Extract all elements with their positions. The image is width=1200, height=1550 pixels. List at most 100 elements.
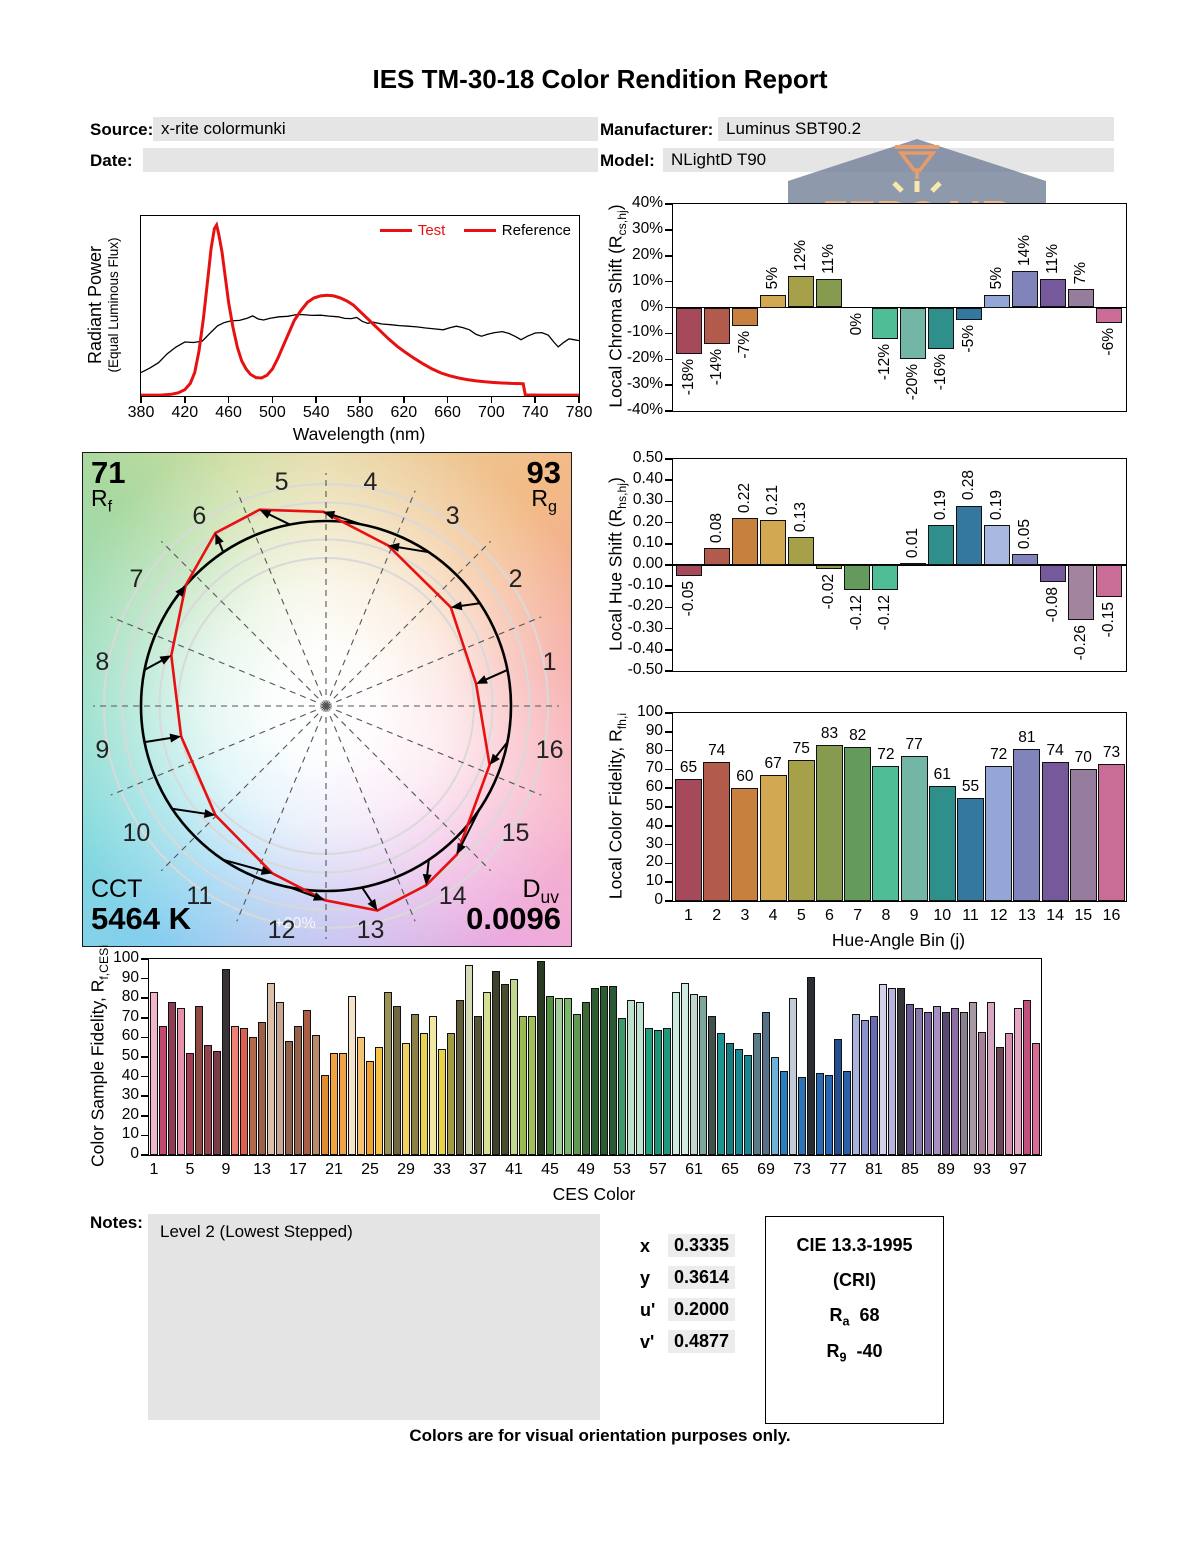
- shift-arrowhead: [476, 675, 488, 684]
- shift-arrowhead: [367, 898, 378, 911]
- hue-bin-number: 11: [186, 881, 213, 910]
- bar: [852, 1013, 860, 1155]
- shift-arrowhead: [259, 509, 272, 519]
- bar-value-label: 72: [990, 745, 1008, 763]
- date-field[interactable]: [143, 148, 598, 172]
- rf-value: 71: [91, 455, 126, 490]
- test-polygon: [169, 508, 491, 912]
- bar: [888, 988, 896, 1155]
- manufacturer-field[interactable]: Luminus SBT90.2: [718, 117, 1114, 141]
- x-tick-mark: [184, 396, 186, 403]
- bar: [501, 984, 509, 1155]
- ra-value: 68: [859, 1305, 880, 1325]
- x-tick-label: 89: [937, 1161, 955, 1178]
- bar-value-label: -0.26: [1072, 625, 1089, 661]
- bar: [258, 1021, 266, 1155]
- bar: [690, 994, 698, 1155]
- x-tick-label: 7: [853, 907, 863, 924]
- bar: [870, 1015, 878, 1155]
- y-tick-label: 0.50: [632, 449, 663, 466]
- y-tick-label: 0.10: [632, 533, 663, 551]
- x-tick-label: 17: [289, 1161, 307, 1178]
- x-tick-mark: [315, 396, 317, 403]
- bar: [978, 1031, 986, 1155]
- shift-arrowhead: [159, 655, 172, 665]
- bar: [816, 565, 842, 570]
- bar: [465, 964, 473, 1155]
- bar-value-label: 83: [820, 724, 839, 742]
- x-tick-label: 69: [757, 1161, 775, 1178]
- bar: [222, 968, 230, 1155]
- bar-value-label: 75: [792, 740, 810, 757]
- bar: [321, 1074, 329, 1155]
- hue-shift-chart: 0.50 0.40 0.30 0.20 0.10 0.00 -0.10 -0.20 -0.30-…: [628, 449, 1127, 678]
- bar: [627, 1000, 635, 1155]
- bar: [1096, 307, 1122, 324]
- y-tick-mark: [665, 787, 673, 789]
- bar: [960, 1011, 968, 1155]
- bar: [249, 1037, 257, 1155]
- bar: [872, 307, 898, 339]
- bar: [645, 1027, 653, 1155]
- x-tick-label: 10: [933, 907, 952, 924]
- test-curve: [141, 221, 579, 396]
- bar: [1005, 1033, 1013, 1155]
- y-tick-mark: [141, 1095, 149, 1097]
- bar-value-label: -5%: [960, 325, 977, 354]
- y-tick-label: 40: [645, 815, 663, 833]
- bar: [267, 982, 275, 1155]
- x-tick-mark: [403, 396, 405, 403]
- shift-arrow: [458, 808, 481, 850]
- bar: [303, 1009, 311, 1155]
- bar: [438, 1049, 446, 1155]
- x-tick-label: 13: [253, 1161, 271, 1178]
- bar: [956, 307, 982, 321]
- bar-value-label: 12%: [792, 240, 809, 272]
- bar: [879, 984, 887, 1155]
- x-tick-label: 3: [740, 907, 750, 924]
- shift-arrow: [222, 858, 268, 873]
- bar: [402, 1043, 410, 1155]
- x-tick-mark: [271, 396, 274, 403]
- x-tick-label: 45: [541, 1161, 559, 1178]
- bar-value-label: 72: [877, 745, 895, 763]
- hue-bin-spoke: [325, 616, 542, 707]
- shift-arrowhead: [388, 542, 400, 552]
- bar-value-label: 0.01: [904, 527, 921, 558]
- y-tick-mark: [665, 458, 673, 460]
- source-field[interactable]: x-rite colormunki: [153, 117, 598, 141]
- shift-arrow: [172, 807, 210, 816]
- r9-row: R9 -40: [826, 1340, 883, 1365]
- bar-value-label: 70: [1074, 749, 1092, 767]
- y-tick-label: 30: [645, 834, 663, 852]
- test-legend-label: Test: [417, 222, 446, 239]
- x-tick-label: 15: [1074, 907, 1093, 924]
- bar: [699, 996, 707, 1155]
- rg-value: 93: [526, 455, 561, 490]
- bar: [564, 998, 572, 1155]
- bar: [703, 761, 731, 901]
- shift-arrowhead: [175, 585, 186, 598]
- x-tick-label: 660: [434, 404, 461, 421]
- spectral-chart: Test Reference 380 420 460 500 540 580 620 660 7…: [128, 215, 592, 421]
- x-tick-mark: [227, 396, 230, 403]
- bar: [681, 982, 689, 1155]
- bar-value-label: 0.19: [932, 489, 949, 520]
- bar-value-label: -6%: [1100, 328, 1117, 356]
- notes-field[interactable]: Level 2 (Lowest Stepped): [148, 1214, 600, 1420]
- y-tick-mark: [665, 255, 673, 257]
- bar: [159, 1025, 167, 1155]
- x-tick-label: 9: [221, 1161, 231, 1178]
- y-tick-label: 40: [121, 1066, 139, 1084]
- y-tick-label: 70: [121, 1007, 139, 1025]
- bar: [798, 1076, 806, 1155]
- bar: [1040, 565, 1066, 582]
- color-vector-graphic: 71 Rf 93 Rg CCT 5464 K Duv 0.0096 +20% 1…: [82, 452, 572, 947]
- spd-legend: Test Reference: [379, 222, 571, 240]
- bar: [1014, 1008, 1022, 1155]
- y-tick-label: -0.20: [627, 597, 663, 615]
- bar: [1023, 1000, 1031, 1155]
- model-field[interactable]: NLightD T90: [663, 148, 1114, 172]
- bar-value-label: 77: [905, 736, 923, 754]
- x-tick-label: 500: [259, 404, 286, 421]
